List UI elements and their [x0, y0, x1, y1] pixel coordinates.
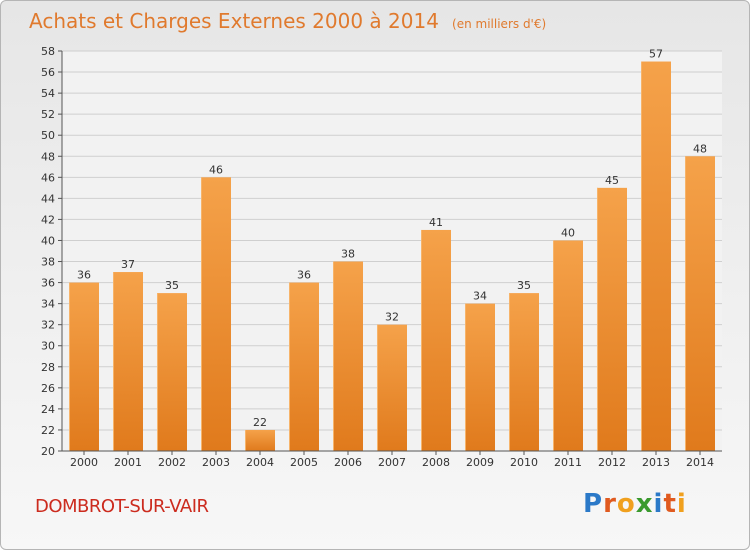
bar-value-label: 34: [473, 290, 487, 303]
y-tick-label: 50: [41, 129, 55, 142]
x-tick-label: 2008: [422, 456, 450, 469]
proxiti-logo: Proxiti: [583, 489, 687, 519]
x-tick-label: 2013: [642, 456, 670, 469]
y-tick-label: 58: [41, 45, 55, 58]
bar-value-label: 38: [341, 248, 355, 261]
bar: [201, 177, 231, 451]
y-tick-label: 26: [41, 382, 55, 395]
logo-letter: i: [653, 489, 664, 519]
x-tick-label: 2011: [554, 456, 582, 469]
bar: [333, 261, 363, 451]
bar: [245, 429, 275, 451]
bar-value-label: 36: [77, 269, 91, 282]
bar-value-label: 41: [429, 216, 443, 229]
bar: [597, 187, 627, 451]
bar-value-label: 40: [561, 226, 575, 239]
logo-letter: x: [635, 489, 654, 519]
bar-value-label: 35: [165, 279, 179, 292]
y-tick-label: 20: [41, 445, 55, 458]
commune-name: DOMBROT-SUR-VAIR: [35, 496, 209, 517]
bar-value-label: 32: [385, 311, 399, 324]
bar-value-label: 57: [649, 48, 663, 61]
x-tick-label: 2012: [598, 456, 626, 469]
logo-letter: r: [603, 489, 617, 519]
y-tick-label: 56: [41, 66, 55, 79]
x-tick-label: 2002: [158, 456, 186, 469]
x-tick-label: 2006: [334, 456, 362, 469]
bar: [289, 282, 319, 451]
y-tick-label: 48: [41, 150, 55, 163]
bar-value-label: 36: [297, 269, 311, 282]
bar-value-label: 22: [253, 416, 267, 429]
chart-subtitle: (en milliers d'€): [452, 17, 547, 31]
y-tick-label: 30: [41, 340, 55, 353]
x-tick-label: 2004: [246, 456, 274, 469]
bar: [641, 61, 671, 452]
chart-title-block: Achats et Charges Externes 2000 à 2014 (…: [29, 9, 546, 33]
y-tick-label: 34: [41, 298, 55, 311]
x-tick-label: 2007: [378, 456, 406, 469]
x-tick-label: 2014: [686, 456, 714, 469]
y-tick-label: 22: [41, 424, 55, 437]
x-tick-label: 2009: [466, 456, 494, 469]
y-tick-label: 28: [41, 361, 55, 374]
x-tick-label: 2010: [510, 456, 538, 469]
y-tick-label: 36: [41, 277, 55, 290]
bar: [465, 303, 495, 451]
chart-title: Achats et Charges Externes 2000 à 2014: [29, 9, 439, 33]
bar: [421, 229, 451, 451]
x-tick-label: 2001: [114, 456, 142, 469]
y-tick-label: 24: [41, 403, 55, 416]
bar: [113, 272, 143, 451]
logo-letter: t: [663, 489, 677, 519]
y-tick-label: 38: [41, 256, 55, 269]
bar: [685, 156, 715, 451]
bar: [509, 293, 539, 451]
y-tick-label: 40: [41, 234, 55, 247]
bar-value-label: 46: [209, 163, 223, 176]
x-tick-label: 2005: [290, 456, 318, 469]
y-tick-label: 46: [41, 171, 55, 184]
x-tick-label: 2003: [202, 456, 230, 469]
bar-value-label: 48: [693, 142, 707, 155]
bar-value-label: 45: [605, 174, 619, 187]
y-tick-label: 44: [41, 192, 55, 205]
bar-value-label: 35: [517, 279, 531, 292]
y-tick-label: 42: [41, 213, 55, 226]
logo-letter: P: [583, 489, 604, 519]
y-tick-label: 52: [41, 108, 55, 121]
logo-letter: i: [676, 489, 687, 519]
bar: [377, 324, 407, 451]
y-tick-label: 54: [41, 87, 55, 100]
bar-value-label: 37: [121, 258, 135, 271]
y-tick-label: 32: [41, 319, 55, 332]
bar: [553, 240, 583, 451]
x-tick-label: 2000: [70, 456, 98, 469]
logo-letter: o: [616, 489, 636, 519]
bar: [69, 282, 99, 451]
bar: [157, 293, 187, 451]
